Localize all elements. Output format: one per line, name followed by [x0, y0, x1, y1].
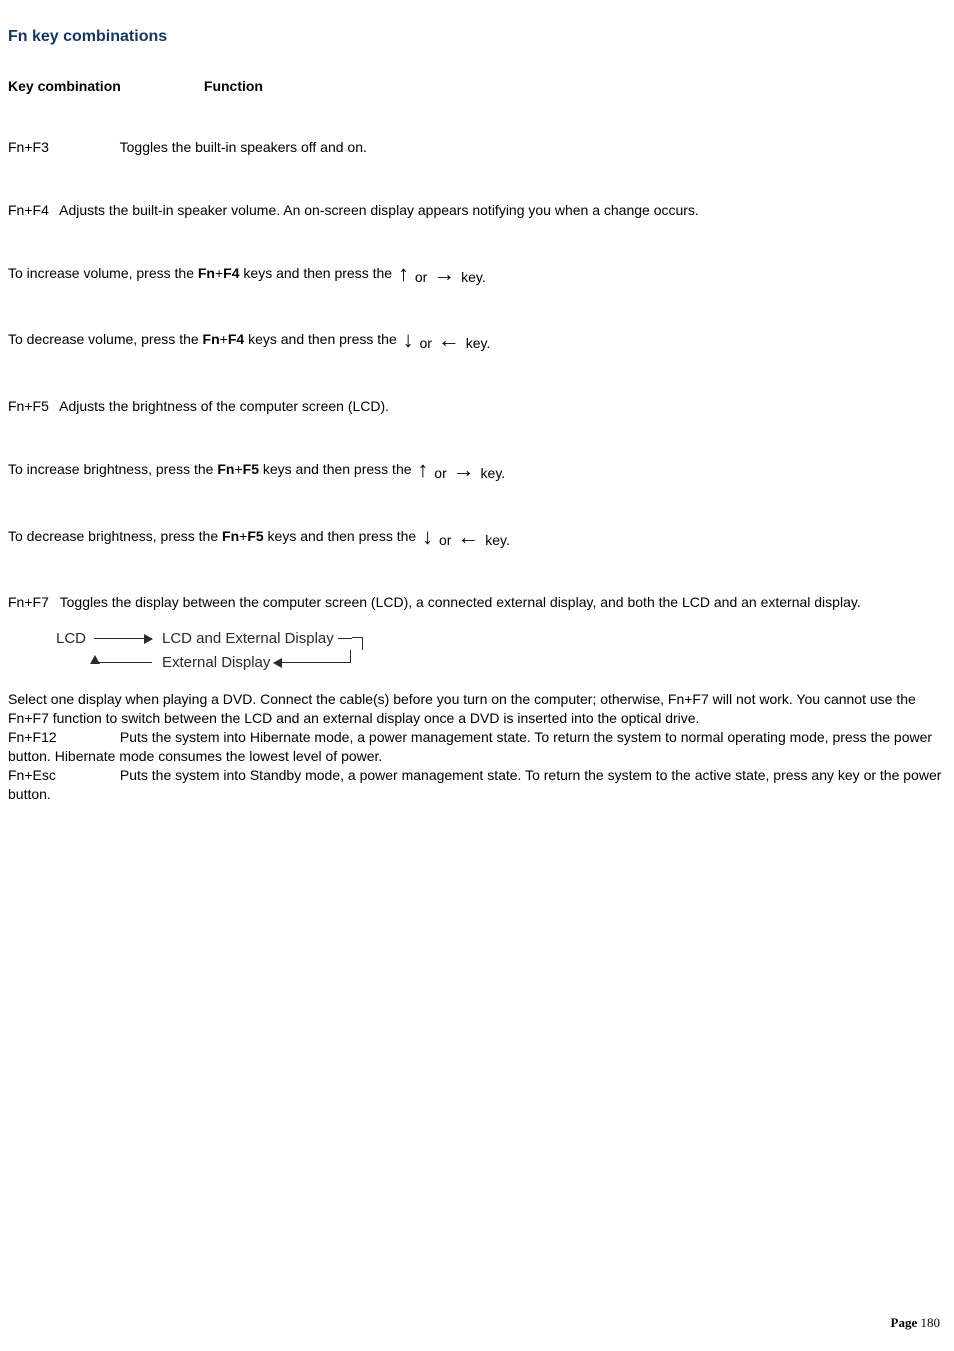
key-combo: Fn+F3 — [8, 138, 116, 157]
plus: + — [215, 265, 223, 281]
text: key. — [481, 532, 510, 548]
text: To increase volume, press the — [8, 265, 198, 281]
page-footer: Page 180 — [891, 1315, 940, 1331]
page-heading: Fn key combinations — [8, 28, 946, 46]
volume-decrease-line: To decrease volume, press the Fn+F4 keys… — [8, 330, 946, 353]
key-combo: Fn+F12 — [8, 728, 116, 747]
col-key-combination: Key combination — [8, 78, 200, 94]
brightness-decrease-line: To decrease brightness, press the Fn+F5 … — [8, 527, 946, 550]
plus: + — [234, 461, 242, 477]
volume-increase-line: To increase volume, press the Fn+F4 keys… — [8, 264, 946, 287]
display-toggle-diagram: LCD LCD and External Display . External … — [42, 626, 946, 674]
diagram-external-label: External Display — [158, 654, 274, 671]
diagram-arrow-up-icon — [94, 662, 152, 663]
diagram-arrow-left-icon — [274, 662, 340, 663]
fn-key: Fn — [217, 461, 234, 477]
col-function: Function — [204, 78, 263, 94]
or-text: or — [411, 269, 431, 285]
diagram-corner — [352, 637, 363, 650]
text: To increase brightness, press the — [8, 461, 217, 477]
text: To decrease brightness, press the — [8, 528, 222, 544]
diagram-both-label: LCD and External Display — [158, 630, 338, 647]
function-text: Adjusts the built-in speaker volume. An … — [59, 202, 699, 218]
text: key. — [462, 335, 491, 351]
table-header: Key combination Function — [8, 78, 946, 94]
text: To decrease volume, press the — [8, 331, 203, 347]
page-label: Page — [891, 1315, 921, 1330]
row-fn-f7: Fn+F7 Toggles the display between the co… — [8, 593, 946, 612]
function-text: Adjusts the brightness of the computer s… — [59, 398, 389, 414]
row-fn-f3: Fn+F3 Toggles the built-in speakers off … — [8, 138, 946, 157]
fn-key: Fn — [198, 265, 215, 281]
function-text: Toggles the built-in speakers off and on… — [120, 139, 367, 155]
function-text: Puts the system into Standby mode, a pow… — [8, 767, 941, 802]
key-combo: Fn+F7 — [8, 593, 56, 612]
text: key. — [477, 465, 506, 481]
combo-key: F5 — [243, 461, 259, 477]
page-number: 180 — [921, 1315, 941, 1330]
row-fn-f5: Fn+F5 Adjusts the brightness of the comp… — [8, 397, 946, 416]
or-text: or — [435, 532, 455, 548]
text: key. — [457, 269, 486, 285]
fn-f7-note: Select one display when playing a DVD. C… — [8, 690, 946, 728]
key-combo: Fn+F5 — [8, 397, 56, 416]
row-fn-esc: Fn+Esc Puts the system into Standby mode… — [8, 766, 946, 804]
combo-key: F4 — [223, 265, 239, 281]
plus: + — [220, 331, 228, 347]
fn-key: Fn — [222, 528, 239, 544]
row-fn-f12: Fn+F12 Puts the system into Hibernate mo… — [8, 728, 946, 766]
text: keys and then press the — [244, 331, 400, 347]
diagram-connector — [338, 638, 352, 639]
key-combo: Fn+F4 — [8, 201, 56, 220]
brightness-increase-line: To increase brightness, press the Fn+F5 … — [8, 460, 946, 483]
function-text: Toggles the display between the computer… — [60, 594, 861, 610]
text: keys and then press the — [240, 265, 396, 281]
diagram-corner — [340, 650, 351, 663]
diagram-lcd-label: LCD — [42, 630, 86, 647]
diagram-arrow-right-icon — [94, 638, 152, 639]
fn-key: Fn — [203, 331, 220, 347]
text: keys and then press the — [259, 461, 415, 477]
row-fn-f4: Fn+F4 Adjusts the built-in speaker volum… — [8, 201, 946, 220]
function-text: Puts the system into Hibernate mode, a p… — [8, 729, 932, 764]
or-text: or — [416, 335, 436, 351]
combo-key: F5 — [247, 528, 263, 544]
key-combo: Fn+Esc — [8, 766, 116, 785]
text: keys and then press the — [264, 528, 420, 544]
or-text: or — [430, 465, 450, 481]
combo-key: F4 — [228, 331, 244, 347]
